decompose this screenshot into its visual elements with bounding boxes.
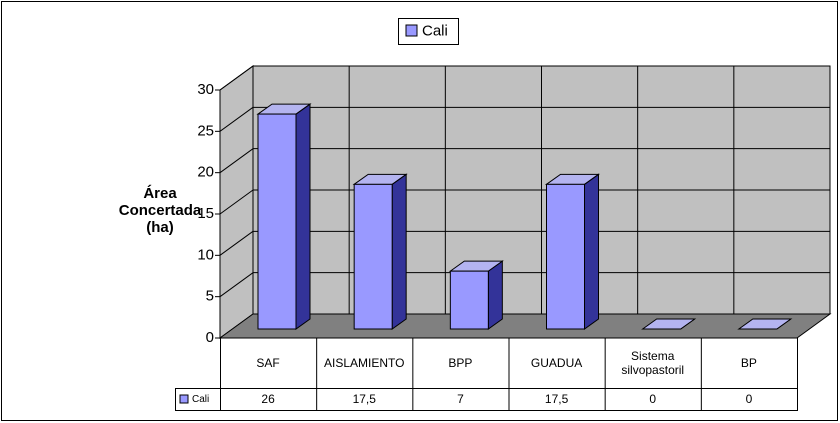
y-tick-label: 10 xyxy=(197,246,214,263)
x-tick-label: Sistema silvopastoril xyxy=(621,349,685,377)
grid-line xyxy=(219,65,254,91)
grid-line xyxy=(219,272,254,298)
bar xyxy=(546,183,585,330)
grid-line xyxy=(219,189,254,215)
y-tick-label: 5 xyxy=(206,288,214,305)
bar xyxy=(449,270,489,330)
plot-walls xyxy=(218,65,832,339)
bar xyxy=(257,113,297,330)
x-tick-label: BP xyxy=(740,356,757,370)
legend-label: Cali xyxy=(422,22,448,39)
floor xyxy=(218,313,832,339)
x-tick-label: GUADUA xyxy=(530,356,583,370)
data-label: 17,5 xyxy=(353,392,377,406)
grid-line xyxy=(219,106,254,132)
data-table xyxy=(175,338,798,411)
x-tick-label: AISLAMIENTO xyxy=(324,356,405,370)
y-tick-label: 15 xyxy=(197,205,214,222)
y-tick-label: 0 xyxy=(206,329,214,346)
data-label: 26 xyxy=(261,392,275,406)
bar-top xyxy=(737,318,793,330)
grid-line xyxy=(219,230,254,256)
bar-side xyxy=(487,260,503,330)
category-cell: AISLAMIENTO xyxy=(324,356,405,370)
legend-swatch xyxy=(405,24,418,37)
y-tick-label: 20 xyxy=(197,164,214,181)
bar-top xyxy=(641,318,697,330)
grid-line xyxy=(219,148,254,174)
data-label: 0 xyxy=(649,392,656,406)
y-axis-label: Área Concertada (ha) xyxy=(118,184,202,236)
bar-side xyxy=(584,173,599,330)
y-axis-label-box: Área Concertada (ha) xyxy=(118,184,202,236)
category-cell: BPP xyxy=(448,356,473,370)
category-cell: BP xyxy=(740,356,757,370)
x-tick-label: SAF xyxy=(256,356,280,370)
table-series-label: Cali xyxy=(192,394,209,405)
category-cell: GUADUA xyxy=(530,356,583,370)
x-tick-label: BPP xyxy=(448,356,473,370)
category-cell: Sistema silvopastoril xyxy=(621,349,685,377)
bar-side xyxy=(391,173,407,330)
data-label: 17,5 xyxy=(545,392,569,406)
bar xyxy=(353,183,393,330)
y-tick-label: 25 xyxy=(197,122,214,139)
bar-side xyxy=(295,103,311,330)
table-swatch xyxy=(179,394,189,404)
data-label: 0 xyxy=(746,392,753,406)
category-cell: SAF xyxy=(256,356,280,370)
data-label: 7 xyxy=(457,392,464,406)
y-tick-label: 30 xyxy=(197,81,214,98)
